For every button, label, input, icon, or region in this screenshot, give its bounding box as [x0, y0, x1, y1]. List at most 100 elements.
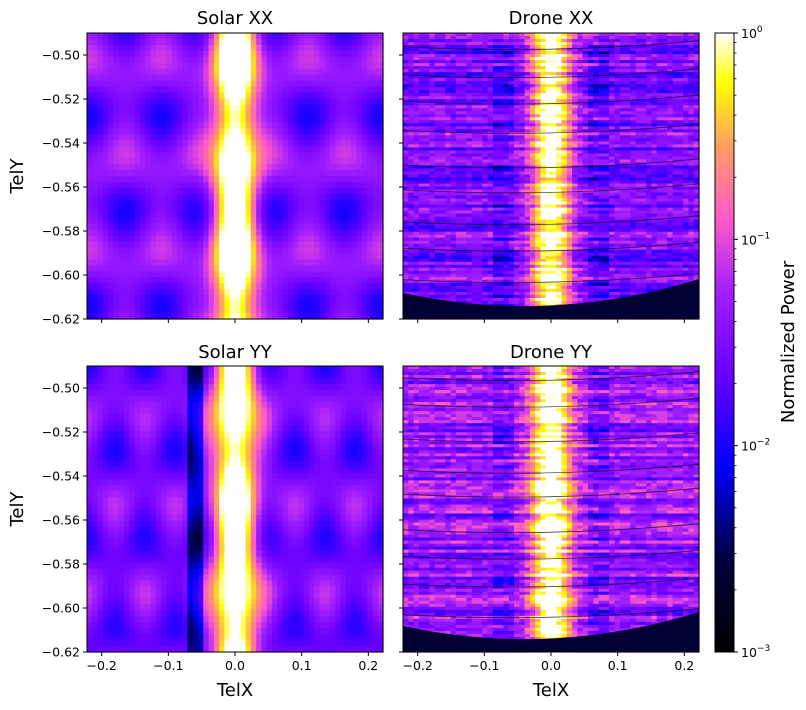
heatmap-cell [177, 152, 183, 159]
heatmap-cell [240, 176, 246, 183]
heatmap-cell [309, 188, 315, 195]
heatmap-cell [230, 289, 236, 296]
heatmap-cell [277, 134, 283, 141]
heatmap-cell [272, 182, 278, 189]
heatmap-cell [309, 87, 315, 94]
heatmap-cell [283, 236, 289, 243]
heatmap-cell [209, 289, 215, 296]
heatmap-cell [335, 170, 341, 177]
heatmap-cell [246, 301, 252, 308]
heatmap-cell [230, 99, 236, 106]
heatmap-cell [187, 99, 193, 106]
heatmap-cell [224, 200, 230, 207]
heatmap-cell [161, 182, 167, 189]
heatmap-cell [314, 242, 320, 249]
heatmap-cell [235, 230, 241, 237]
heatmap-cell [357, 158, 363, 165]
heatmap-cell [214, 51, 220, 58]
heatmap-cell [156, 307, 162, 314]
heatmap-cell [103, 140, 109, 147]
heatmap-cell [166, 295, 172, 302]
heatmap-cell [113, 122, 119, 129]
heatmap-cell [113, 81, 119, 88]
heatmap-cell [214, 236, 220, 243]
heatmap-cell [293, 51, 299, 58]
heatmap-cell [230, 230, 236, 237]
heatmap-cell [108, 242, 114, 249]
heatmap-cell [235, 301, 241, 308]
heatmap-cell [293, 158, 299, 165]
heatmap-cell [198, 116, 204, 123]
heatmap-cell [156, 63, 162, 70]
heatmap-cell [298, 105, 304, 112]
heatmap-cell [235, 212, 241, 219]
heatmap-cell [277, 283, 283, 290]
heatmap-cell [330, 182, 336, 189]
heatmap-cell [161, 224, 167, 231]
heatmap-cell [98, 57, 104, 64]
heatmap-cell [272, 51, 278, 58]
heatmap-cell [219, 248, 225, 255]
heatmap-cell [87, 248, 93, 255]
heatmap-cell [145, 45, 151, 52]
heatmap-cell [325, 200, 331, 207]
heatmap-cell [256, 206, 262, 213]
heatmap-cell [256, 116, 262, 123]
heatmap-cell [87, 45, 93, 52]
heatmap-cell [177, 307, 183, 314]
heatmap-cell [150, 75, 156, 82]
heatmap-cell [341, 212, 347, 219]
heatmap-cell [320, 45, 326, 52]
heatmap-cell [135, 265, 141, 272]
heatmap-cell [150, 110, 156, 117]
heatmap-cell [325, 271, 331, 278]
heatmap-cell [367, 259, 373, 266]
heatmap-cell [240, 236, 246, 243]
heatmap-cell [145, 182, 151, 189]
heatmap-cell [182, 206, 188, 213]
heatmap-cell [251, 176, 257, 183]
heatmap-cell [288, 57, 294, 64]
heatmap-cell [219, 110, 225, 117]
heatmap-cell [304, 51, 310, 58]
heatmap-cell [346, 146, 352, 153]
heatmap-cell [182, 265, 188, 272]
heatmap-cell [251, 93, 257, 100]
heatmap-cell [277, 224, 283, 231]
heatmap-cell [288, 182, 294, 189]
heatmap-cell [314, 218, 320, 225]
heatmap-cell [272, 176, 278, 183]
heatmap-cell [320, 188, 326, 195]
heatmap-cell [92, 152, 98, 159]
heatmap-cell [140, 128, 146, 135]
heatmap-cell [209, 75, 215, 82]
heatmap-cell [362, 122, 368, 129]
heatmap-cell [103, 45, 109, 52]
heatmap-cell [357, 248, 363, 255]
heatmap-cell [246, 224, 252, 231]
heatmap-cell [219, 93, 225, 100]
heatmap-cell [103, 51, 109, 58]
heatmap-cell [177, 122, 183, 129]
heatmap-cell [193, 248, 199, 255]
heatmap-cell [129, 182, 135, 189]
heatmap-cell [277, 63, 283, 70]
heatmap-cell [230, 93, 236, 100]
heatmap-cell [272, 265, 278, 272]
heatmap-cell [198, 110, 204, 117]
heatmap-cell [246, 33, 252, 40]
heatmap-cell [267, 75, 273, 82]
heatmap-cell [367, 200, 373, 207]
heatmap-cell [129, 194, 135, 201]
heatmap-cell [119, 283, 125, 290]
heatmap-cell [351, 200, 357, 207]
heatmap-cell [92, 164, 98, 171]
heatmap-cell [309, 212, 315, 219]
heatmap-cell [156, 116, 162, 123]
heatmap-cell [150, 39, 156, 46]
heatmap-cell [224, 265, 230, 272]
heatmap-cell [256, 93, 262, 100]
heatmap-cell [177, 236, 183, 243]
heatmap-cell [272, 295, 278, 302]
heatmap-cell [320, 283, 326, 290]
